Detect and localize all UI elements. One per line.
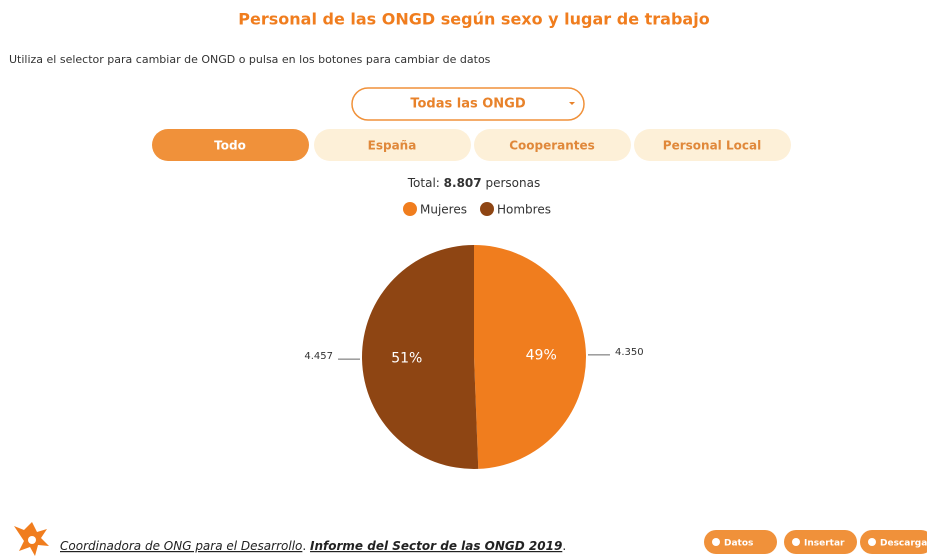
footer-button-icon <box>868 538 876 546</box>
legend-swatch <box>480 202 494 216</box>
value-label: 4.350 <box>615 347 644 358</box>
value-label: 4.457 <box>304 351 333 362</box>
footer-source: Coordinadora de ONG para el Desarrollo. … <box>60 539 566 553</box>
selector-box[interactable] <box>351 87 585 121</box>
selector-caret <box>569 102 575 105</box>
tab-button[interactable] <box>314 129 471 161</box>
tab-button[interactable] <box>634 129 791 161</box>
footer-button[interactable] <box>704 530 777 554</box>
tab-label[interactable]: Todo <box>214 139 246 153</box>
legend-label: Hombres <box>497 203 551 217</box>
pie-slice <box>362 245 479 469</box>
tab-label[interactable]: Cooperantes <box>509 139 595 153</box>
tab-button[interactable] <box>474 129 631 161</box>
footer-button-label[interactable]: Insertar <box>804 539 845 549</box>
footer-report: Informe del Sector de las ONGD 2019 <box>310 539 562 553</box>
percent-label: 51% <box>391 350 422 366</box>
selector[interactable]: Todas las ONGD <box>351 87 585 121</box>
subtitle: Utiliza el selector para cambiar de ONGD… <box>9 53 491 66</box>
total-unit: personas <box>485 176 540 190</box>
total: Total: 8.807 personas <box>407 176 540 190</box>
footer-button[interactable] <box>860 530 927 554</box>
tab-button[interactable] <box>152 129 309 161</box>
percent-label: 49% <box>526 348 557 364</box>
footer-button-label[interactable]: Descargar <box>880 539 927 549</box>
legend-label: Mujeres <box>420 203 467 217</box>
tab-label[interactable]: España <box>368 139 417 153</box>
footer-organization: Coordinadora de ONG para el Desarrollo <box>60 539 302 553</box>
chart-title: Personal de las ONGD según sexo y lugar … <box>238 10 709 29</box>
footer-button-icon <box>712 538 720 546</box>
selector-label[interactable]: Todas las ONGD <box>410 97 526 112</box>
logo-dot <box>28 536 36 544</box>
footer-separator: . <box>302 539 306 553</box>
total-label: Total: <box>407 176 440 190</box>
footer-button-label[interactable]: Datos <box>724 539 753 549</box>
footer-button[interactable] <box>784 530 857 554</box>
footer-button-icon <box>792 538 800 546</box>
footer-end: . <box>562 539 566 553</box>
legend-swatch <box>403 202 417 216</box>
total-value-label: 8.807 <box>444 176 482 190</box>
tab-label[interactable]: Personal Local <box>663 139 761 153</box>
pie-slice <box>474 245 587 469</box>
